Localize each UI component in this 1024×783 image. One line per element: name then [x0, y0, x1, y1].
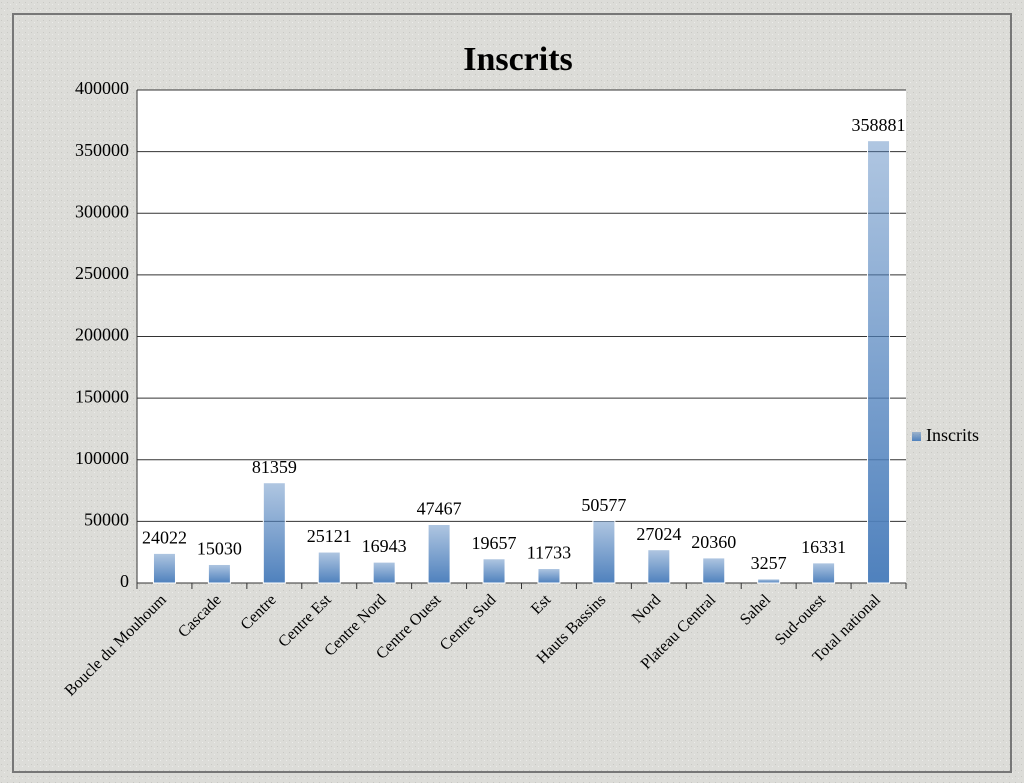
- chart-title: Inscrits: [463, 41, 573, 78]
- data-label: 25121: [307, 526, 352, 546]
- data-label: 47467: [417, 499, 462, 519]
- bar: [207, 563, 231, 584]
- data-label: 11733: [527, 543, 571, 563]
- data-label: 50577: [581, 495, 626, 515]
- data-label: 15030: [197, 539, 242, 559]
- bar: [592, 520, 616, 584]
- bar: [537, 568, 561, 584]
- bar: [702, 557, 726, 584]
- chart-frame: [12, 13, 1012, 773]
- bar: [152, 552, 176, 584]
- data-label: 81359: [252, 457, 297, 477]
- bar: [372, 561, 396, 584]
- bar: [427, 523, 451, 584]
- bar: [317, 551, 341, 584]
- data-label: 27024: [636, 524, 681, 544]
- legend-swatch: [912, 432, 921, 441]
- y-tick-label: 100000: [75, 448, 129, 468]
- data-label: 19657: [472, 533, 517, 553]
- data-label: 16943: [362, 536, 407, 556]
- data-label: 3257: [751, 553, 787, 573]
- bar: [262, 482, 286, 584]
- data-label: 24022: [142, 528, 187, 548]
- y-tick-label: 250000: [75, 263, 129, 283]
- y-tick-label: 150000: [75, 386, 129, 406]
- data-label: 20360: [691, 532, 736, 552]
- bar: [867, 140, 891, 584]
- data-label: 358881: [852, 115, 906, 135]
- y-tick-label: 50000: [84, 510, 129, 530]
- bar: [812, 562, 836, 584]
- bar: [482, 558, 506, 584]
- y-tick-label: 350000: [75, 140, 129, 160]
- bar: [757, 578, 781, 584]
- y-tick-label: 400000: [75, 78, 129, 98]
- legend-label: Inscrits: [926, 425, 979, 445]
- y-tick-label: 0: [120, 571, 129, 591]
- bar: [647, 549, 671, 584]
- y-tick-label: 200000: [75, 325, 129, 345]
- data-label: 16331: [801, 537, 846, 557]
- y-tick-label: 300000: [75, 201, 129, 221]
